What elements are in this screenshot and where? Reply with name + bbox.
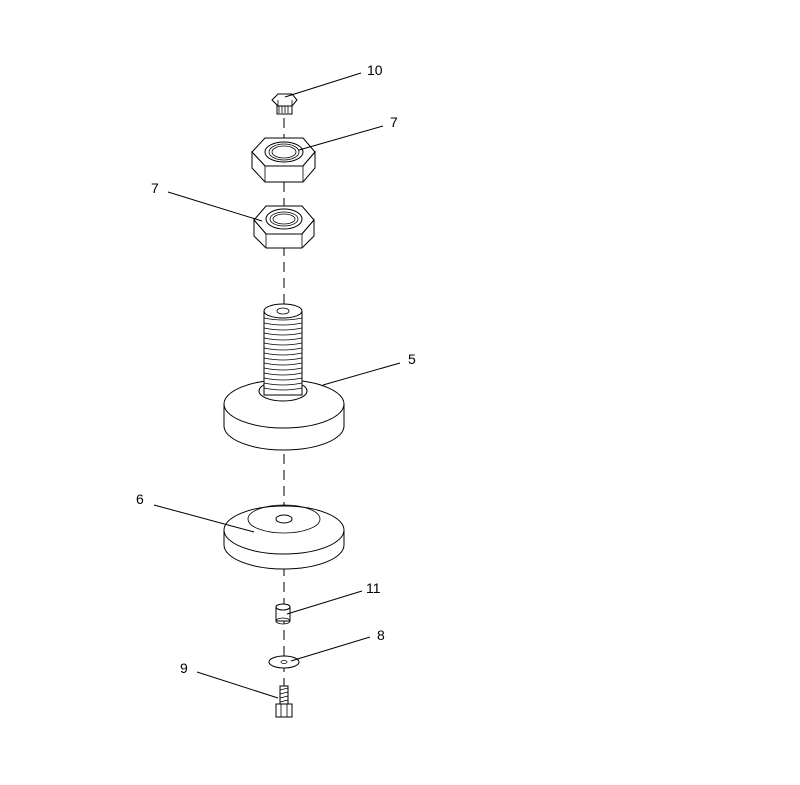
part-5-threaded-base: [223, 303, 345, 451]
leader-8: [290, 636, 371, 662]
part-11-sleeve: [275, 603, 291, 625]
leader-7-upper: [298, 125, 384, 151]
leader-10: [284, 72, 362, 98]
leader-9: [196, 671, 279, 699]
callout-7-lower: 7: [151, 180, 159, 196]
part-10-plug: [271, 93, 298, 115]
leader-6: [153, 504, 255, 533]
leader-5: [322, 362, 401, 386]
part-9-bolt: [275, 685, 293, 718]
leader-11: [286, 590, 363, 615]
part-6-pad: [223, 504, 345, 570]
callout-7-upper: 7: [390, 114, 398, 130]
part-7-upper-nut: [251, 137, 316, 183]
callout-10: 10: [367, 62, 383, 78]
callout-8: 8: [377, 627, 385, 643]
leader-lines: [153, 72, 401, 699]
callout-6: 6: [136, 491, 144, 507]
leader-7-lower: [167, 191, 263, 222]
part-7-lower-nut: [253, 205, 315, 249]
callout-9: 9: [180, 660, 188, 676]
part-8-washer: [268, 655, 300, 669]
callout-11: 11: [366, 580, 381, 596]
callout-5: 5: [408, 351, 416, 367]
